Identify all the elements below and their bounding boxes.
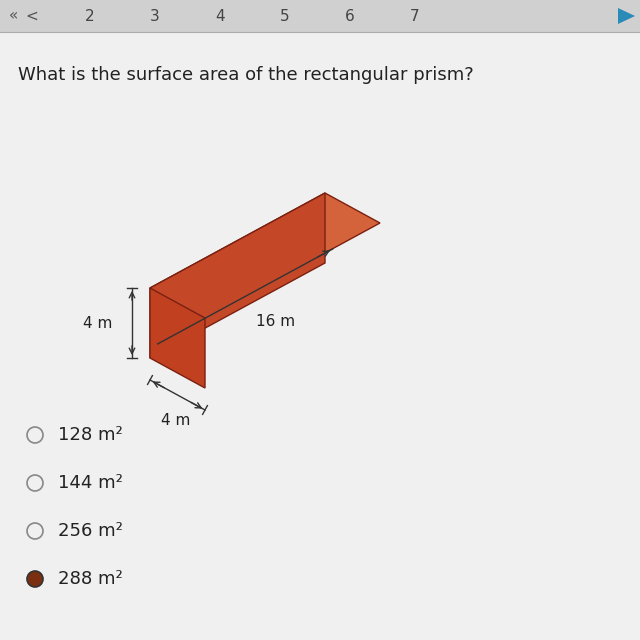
Text: 288 m²: 288 m² xyxy=(58,570,123,588)
Text: 128 m²: 128 m² xyxy=(58,426,123,444)
Text: 144 m²: 144 m² xyxy=(58,474,123,492)
Polygon shape xyxy=(618,8,635,24)
Text: <: < xyxy=(26,8,38,24)
Text: 3: 3 xyxy=(150,8,160,24)
Text: What is the surface area of the rectangular prism?: What is the surface area of the rectangu… xyxy=(18,66,474,84)
Text: 5: 5 xyxy=(280,8,290,24)
Circle shape xyxy=(27,475,43,491)
Text: 7: 7 xyxy=(410,8,420,24)
Bar xyxy=(0,0,640,32)
Polygon shape xyxy=(150,193,380,318)
Text: 4 m: 4 m xyxy=(161,413,190,428)
Polygon shape xyxy=(150,288,205,388)
Text: 256 m²: 256 m² xyxy=(58,522,123,540)
Text: 16 m: 16 m xyxy=(255,314,295,330)
Text: 2: 2 xyxy=(85,8,95,24)
Text: 4 m: 4 m xyxy=(83,316,112,330)
Text: «: « xyxy=(10,8,19,24)
Text: 6: 6 xyxy=(345,8,355,24)
Circle shape xyxy=(27,427,43,443)
Text: 4: 4 xyxy=(215,8,225,24)
Circle shape xyxy=(27,571,43,587)
Polygon shape xyxy=(150,193,325,358)
Circle shape xyxy=(27,523,43,539)
